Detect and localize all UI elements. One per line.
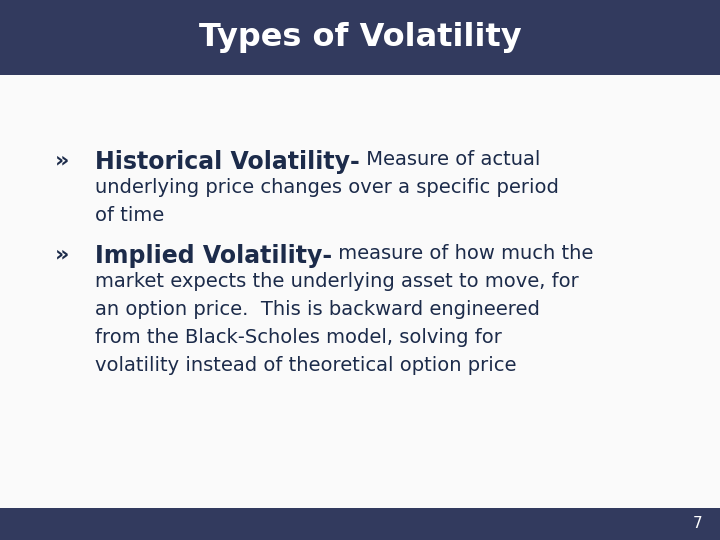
Text: market expects the underlying asset to move, for: market expects the underlying asset to m…: [95, 272, 579, 291]
Text: Measure of actual: Measure of actual: [360, 150, 540, 169]
Text: underlying price changes over a specific period: underlying price changes over a specific…: [95, 178, 559, 197]
Bar: [0, 508, 720, 540]
Text: Historical Volatility-: Historical Volatility-: [95, 150, 360, 174]
Text: Implied Volatility-: Implied Volatility-: [95, 244, 332, 268]
Text: volatility instead of theoretical option price: volatility instead of theoretical option…: [95, 356, 516, 375]
Text: measure of how much the: measure of how much the: [332, 244, 593, 263]
Text: »: »: [55, 244, 69, 264]
Text: Types of Volatility: Types of Volatility: [199, 22, 521, 53]
Text: »: »: [55, 150, 69, 170]
Bar: [0, 0, 720, 75]
Text: an option price.  This is backward engineered: an option price. This is backward engine…: [95, 300, 540, 319]
Bar: [0, 75, 720, 508]
Text: from the Black-Scholes model, solving for: from the Black-Scholes model, solving fo…: [95, 328, 502, 347]
Text: 7: 7: [693, 516, 702, 531]
Text: of time: of time: [95, 206, 164, 225]
